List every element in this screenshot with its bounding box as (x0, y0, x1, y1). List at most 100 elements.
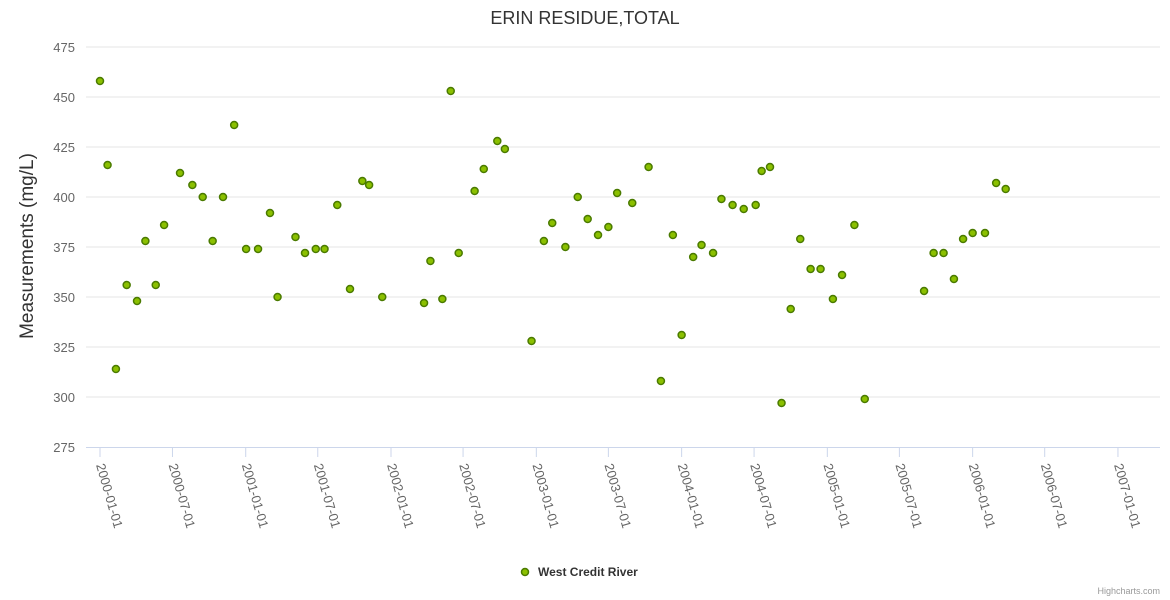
data-point[interactable] (757, 166, 766, 176)
data-point[interactable] (378, 292, 387, 302)
data-point[interactable] (539, 236, 549, 246)
data-point[interactable] (806, 264, 815, 274)
data-point[interactable] (229, 120, 239, 130)
data-point[interactable] (300, 248, 310, 258)
data-point[interactable] (95, 76, 105, 86)
data-point[interactable] (739, 204, 748, 214)
data-point[interactable] (188, 180, 197, 190)
data-point[interactable] (593, 230, 603, 240)
y-tick-label: 425 (53, 140, 75, 155)
x-tick-label: 2006-07-01 (1038, 462, 1071, 530)
data-point[interactable] (644, 162, 653, 172)
x-tick-label: 2001-07-01 (311, 462, 344, 530)
data-point[interactable] (141, 236, 150, 246)
data-point[interactable] (612, 188, 622, 198)
data-point[interactable] (253, 244, 263, 254)
data-point[interactable] (628, 198, 637, 208)
data-point[interactable] (786, 304, 795, 314)
data-point[interactable] (132, 296, 142, 306)
data-point[interactable] (656, 376, 666, 386)
credits-link[interactable]: Highcharts.com (1097, 586, 1160, 596)
data-point[interactable] (583, 214, 592, 224)
data-point[interactable] (159, 220, 169, 230)
data-point[interactable] (958, 234, 968, 244)
data-point[interactable] (929, 248, 938, 258)
data-point[interactable] (777, 398, 786, 408)
x-tick-label: 2003-07-01 (601, 462, 634, 530)
data-point[interactable] (939, 248, 948, 258)
y-tick-label: 450 (53, 90, 75, 105)
data-point[interactable] (708, 248, 718, 258)
data-point[interactable] (493, 136, 502, 146)
data-point[interactable] (860, 394, 870, 404)
x-tick-label: 2002-07-01 (456, 462, 489, 530)
data-point[interactable] (573, 192, 582, 202)
data-point[interactable] (273, 292, 282, 302)
data-point[interactable] (677, 330, 686, 340)
data-point[interactable] (151, 280, 160, 290)
y-tick-label: 400 (53, 190, 75, 205)
data-point[interactable] (1001, 184, 1010, 194)
data-point[interactable] (291, 232, 300, 242)
data-point[interactable] (968, 228, 977, 238)
legend[interactable]: West Credit River (520, 565, 639, 579)
data-point[interactable] (111, 364, 121, 374)
y-tick-label: 275 (53, 440, 75, 455)
y-tick-label: 325 (53, 340, 75, 355)
data-point[interactable] (333, 200, 342, 210)
data-point[interactable] (446, 86, 455, 96)
data-point[interactable] (470, 186, 479, 196)
x-axis: 2000-01-01 2000-07-01 2001-01-01 2001-07-01… (86, 447, 1160, 530)
data-point[interactable] (265, 208, 275, 218)
data-point[interactable] (796, 234, 805, 244)
data-point[interactable] (419, 298, 429, 308)
data-point[interactable] (919, 286, 929, 296)
y-axis-tick-labels: 275 300 325 350 375 400 425 450 475 (53, 40, 75, 455)
data-point[interactable] (320, 244, 329, 254)
data-point[interactable] (828, 294, 838, 304)
data-point[interactable] (426, 256, 435, 266)
data-point[interactable] (850, 220, 859, 230)
data-point[interactable] (837, 270, 847, 280)
data-point[interactable] (728, 200, 737, 210)
data-point[interactable] (547, 218, 557, 228)
data-point[interactable] (527, 336, 536, 346)
data-point[interactable] (561, 242, 570, 252)
y-tick-label: 375 (53, 240, 75, 255)
data-point[interactable] (103, 160, 112, 170)
data-point[interactable] (500, 144, 510, 154)
data-point[interactable] (438, 294, 447, 304)
data-point[interactable] (345, 284, 355, 294)
data-point[interactable] (122, 280, 131, 290)
data-point[interactable] (311, 244, 321, 254)
data-point[interactable] (688, 252, 698, 262)
data-point[interactable] (479, 164, 489, 174)
data-point[interactable] (980, 228, 990, 238)
data-point[interactable] (816, 264, 825, 274)
y-axis-label: Measurements (mg/L) (17, 153, 38, 339)
data-point[interactable] (358, 176, 367, 186)
data-point[interactable] (218, 192, 228, 202)
y-tick-label: 300 (53, 390, 75, 405)
data-point[interactable] (668, 230, 678, 240)
data-point[interactable] (364, 180, 374, 190)
data-point[interactable] (991, 178, 1001, 188)
data-point[interactable] (697, 240, 706, 250)
x-tick-label: 2005-07-01 (893, 462, 926, 530)
x-tick-label: 2000-07-01 (166, 462, 199, 530)
series-points[interactable] (95, 76, 1010, 408)
data-point[interactable] (604, 222, 613, 232)
x-tick-label: 2005-01-01 (820, 462, 853, 530)
data-point[interactable] (198, 192, 207, 202)
data-point[interactable] (454, 248, 463, 258)
data-point[interactable] (175, 168, 185, 178)
data-point[interactable] (717, 194, 726, 204)
data-point[interactable] (765, 162, 775, 172)
legend-label[interactable]: West Credit River (538, 565, 638, 579)
x-tick-label: 2004-01-01 (675, 462, 708, 530)
data-point[interactable] (949, 274, 959, 284)
data-point[interactable] (751, 200, 760, 210)
data-point[interactable] (208, 236, 217, 246)
data-point[interactable] (241, 244, 251, 254)
